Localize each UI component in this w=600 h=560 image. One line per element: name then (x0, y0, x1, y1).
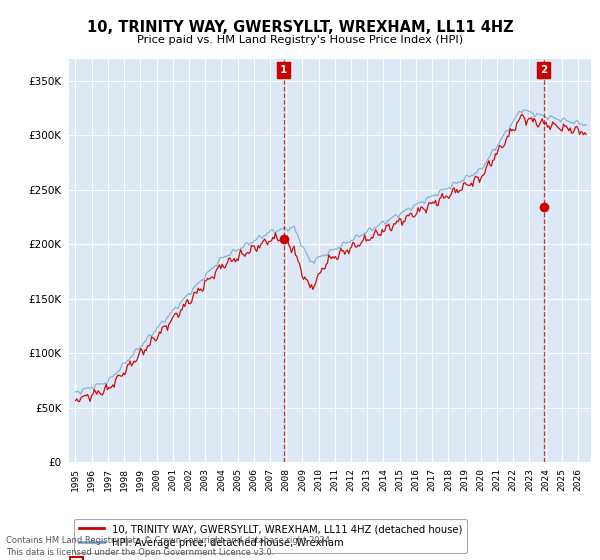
Text: 10, TRINITY WAY, GWERSYLLT, WREXHAM, LL11 4HZ: 10, TRINITY WAY, GWERSYLLT, WREXHAM, LL1… (86, 20, 514, 35)
Legend: 10, TRINITY WAY, GWERSYLLT, WREXHAM, LL11 4HZ (detached house), HPI: Average pri: 10, TRINITY WAY, GWERSYLLT, WREXHAM, LL1… (74, 520, 467, 553)
Text: Contains HM Land Registry data © Crown copyright and database right 2024.
This d: Contains HM Land Registry data © Crown c… (6, 536, 332, 557)
Text: 2: 2 (540, 65, 547, 75)
Text: Price paid vs. HM Land Registry's House Price Index (HPI): Price paid vs. HM Land Registry's House … (137, 35, 463, 45)
Text: 1: 1 (280, 65, 287, 75)
